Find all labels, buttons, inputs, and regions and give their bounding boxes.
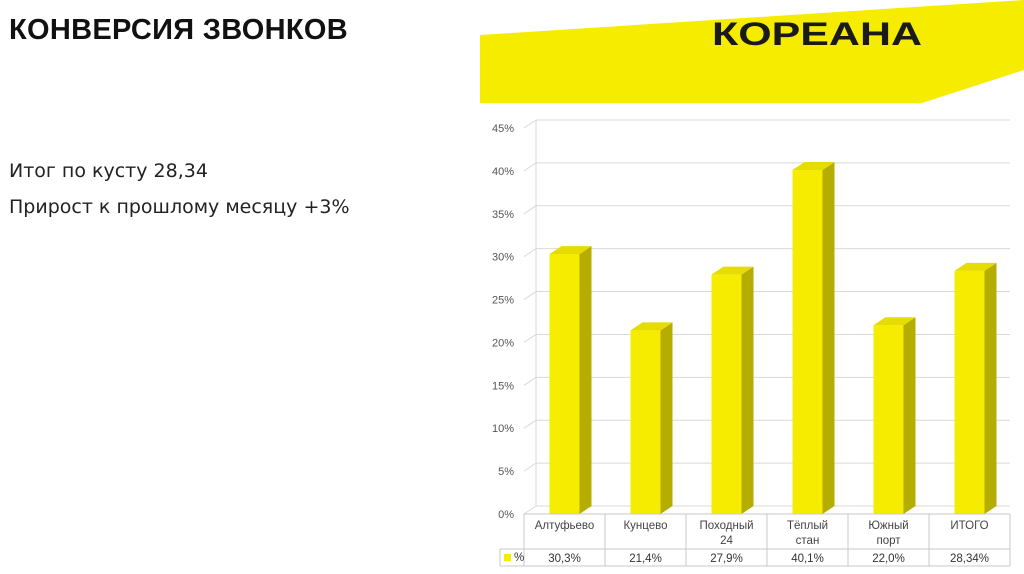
bar-front <box>549 254 580 515</box>
bar-top <box>873 317 916 326</box>
page-title: КОНВЕРСИЯ ЗВОНКОВ <box>9 14 348 46</box>
legend-swatch <box>504 554 511 561</box>
y-tick-label: 20% <box>492 337 514 349</box>
gridline-depth <box>523 119 537 129</box>
legend-label: % <box>514 552 524 564</box>
y-tick-label: 25% <box>492 295 514 307</box>
banner-shape <box>480 0 1024 103</box>
y-tick-label: 10% <box>492 423 514 435</box>
yellow-banner <box>480 0 1024 103</box>
gridline-depth <box>523 505 537 515</box>
y-tick-label: 35% <box>492 209 514 221</box>
gridline-depth <box>523 419 537 429</box>
bar-top <box>630 322 673 331</box>
gridline-depth <box>523 162 537 172</box>
bar-side <box>903 317 916 514</box>
y-tick-label: 5% <box>498 466 514 478</box>
summary-total: Итог по кусту 28,34 <box>9 160 208 182</box>
y-tick-label: 45% <box>492 123 514 135</box>
table-value: 21,4% <box>629 553 662 565</box>
bar-front <box>630 330 661 514</box>
bar-side <box>660 322 673 514</box>
gridline-depth <box>523 205 537 215</box>
category-label: стан <box>796 535 820 547</box>
category-label: Южный <box>868 520 908 532</box>
category-label: порт <box>876 535 901 547</box>
gridline-depth <box>523 291 537 300</box>
gridline-depth <box>523 376 537 386</box>
category-label: ИТОГО <box>950 520 988 532</box>
table-value: 22,0% <box>872 553 905 565</box>
y-tick-label: 40% <box>492 166 514 178</box>
bar-front <box>954 270 985 514</box>
bar-front <box>792 170 823 514</box>
bar-side <box>579 246 592 515</box>
table-value: 28,34% <box>950 553 989 565</box>
category-label: Тёплый <box>787 520 828 532</box>
gridline-depth <box>523 334 537 343</box>
bar-side <box>984 262 997 514</box>
bar-top <box>792 162 835 171</box>
category-label: Походный <box>699 520 753 532</box>
bar-front <box>873 325 904 514</box>
category-label: Кунцево <box>623 520 667 532</box>
bar-side <box>741 266 754 514</box>
bar-front <box>711 274 742 514</box>
y-tick-label: 30% <box>492 252 514 264</box>
bar-side <box>822 162 835 514</box>
table-value: 40,1% <box>791 553 824 565</box>
gridline-depth <box>523 248 537 258</box>
category-label: 24 <box>720 535 733 547</box>
bar-top <box>954 262 997 271</box>
bar-top <box>711 266 754 275</box>
koreana-logo: КОРЕАНА <box>712 16 922 50</box>
bar-top <box>549 246 592 255</box>
gridline-depth <box>523 462 537 472</box>
table-value: 27,9% <box>710 553 743 565</box>
summary-growth: Прирост к прошлому месяцу +3% <box>9 196 350 218</box>
y-tick-label: 0% <box>498 509 514 521</box>
table-value: 30,3% <box>548 553 581 565</box>
y-tick-label: 15% <box>492 380 514 392</box>
logo-text: КОРЕАНА <box>712 16 922 50</box>
category-label: Алтуфьево <box>535 520 595 532</box>
